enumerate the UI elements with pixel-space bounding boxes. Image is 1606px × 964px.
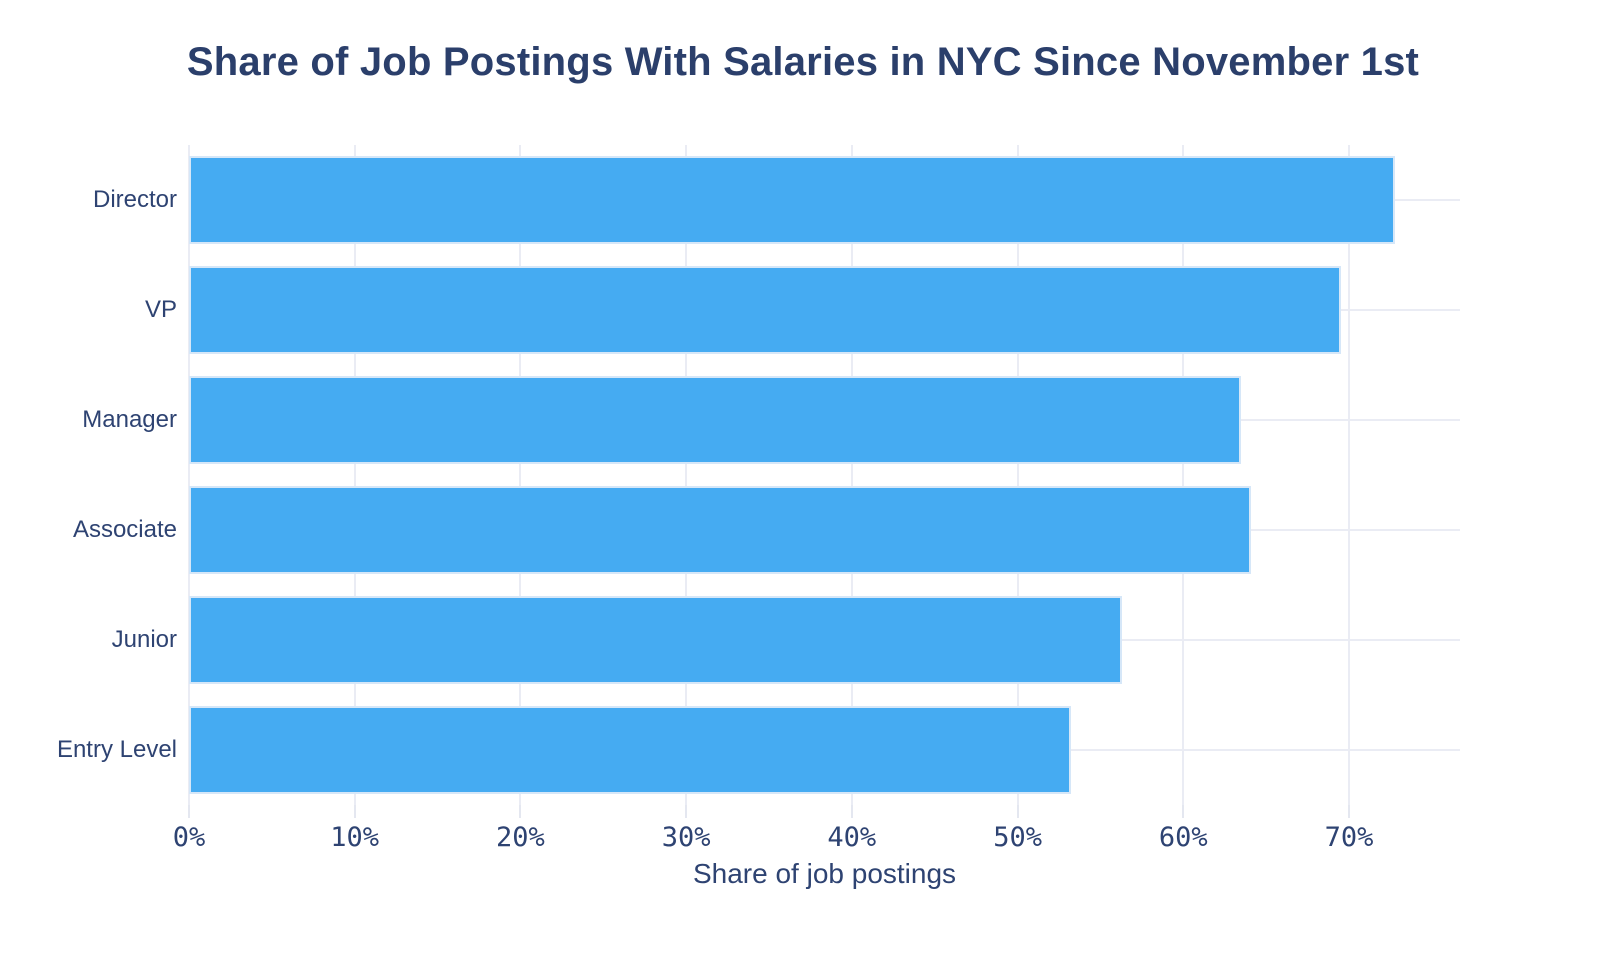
y-tick-label-junior: Junior bbox=[111, 626, 177, 653]
x-tick-label-10%: 10% bbox=[330, 822, 380, 853]
bar-junior bbox=[189, 596, 1122, 684]
y-tick-label-associate: Associate bbox=[72, 516, 177, 543]
x-gridline-60% bbox=[1182, 145, 1185, 805]
x-tick-label-60%: 60% bbox=[1158, 822, 1208, 853]
bar-vp bbox=[189, 266, 1341, 354]
y-tick-label-manager: Manager bbox=[82, 406, 177, 433]
x-tick-mark-40% bbox=[850, 805, 853, 818]
x-tick-mark-30% bbox=[685, 805, 688, 818]
x-tick-mark-20% bbox=[519, 805, 522, 818]
x-tick-mark-60% bbox=[1182, 805, 1185, 818]
x-gridline-70% bbox=[1348, 145, 1350, 805]
x-gridline-0% bbox=[188, 145, 190, 805]
x-tick-label-50%: 50% bbox=[993, 822, 1042, 853]
x-axis-title: Share of job postings bbox=[692, 858, 957, 889]
chart-title: Share of Job Postings With Salaries in N… bbox=[186, 40, 1420, 84]
x-gridline-20% bbox=[519, 145, 522, 805]
x-tick-mark-10% bbox=[353, 805, 356, 818]
y-tick-label-vp: VP bbox=[144, 296, 177, 323]
x-tick-label-20%: 20% bbox=[496, 822, 545, 853]
y-tick-label-director: Director bbox=[92, 186, 177, 213]
x-tick-label-40%: 40% bbox=[827, 822, 877, 853]
plot-area bbox=[188, 145, 1460, 805]
x-tick-label-70%: 70% bbox=[1324, 822, 1374, 853]
bar-director bbox=[189, 156, 1396, 244]
x-gridline-40% bbox=[850, 145, 853, 805]
x-gridline-50% bbox=[1016, 145, 1019, 805]
x-tick-label-30%: 30% bbox=[661, 822, 711, 853]
x-tick-mark-50% bbox=[1016, 805, 1019, 818]
y-tick-label-entry-level: Entry Level bbox=[56, 736, 177, 763]
x-tick-mark-70% bbox=[1348, 805, 1350, 818]
bar-entry-level bbox=[189, 706, 1071, 794]
x-tick-mark-0% bbox=[188, 805, 190, 818]
bar-associate bbox=[189, 486, 1252, 574]
bar-manager bbox=[189, 376, 1242, 464]
x-gridline-10% bbox=[353, 145, 356, 805]
x-gridline-30% bbox=[685, 145, 688, 805]
x-tick-label-0%: 0% bbox=[172, 822, 206, 853]
